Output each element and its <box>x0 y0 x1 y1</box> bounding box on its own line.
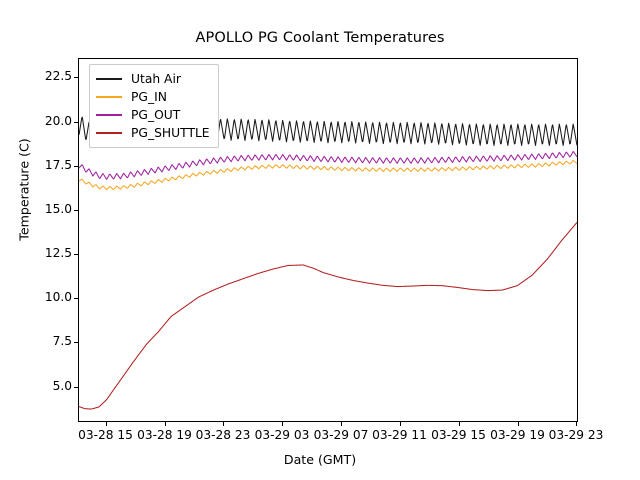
series-line-pg-in <box>79 159 577 191</box>
y-axis-tick-label: 15.0 <box>44 201 72 216</box>
legend-swatch-icon <box>96 96 122 98</box>
y-axis-tick-mark <box>74 342 78 344</box>
chart-legend: Utah Air PG_IN PG_OUT PG_SHUTTLE <box>89 64 219 148</box>
legend-label: PG_IN <box>131 90 167 104</box>
y-axis-tick-mark <box>74 298 78 300</box>
legend-label: PG_OUT <box>131 108 181 122</box>
x-axis-tick-mark <box>576 422 577 426</box>
y-axis-tick-label: 20.0 <box>44 113 72 128</box>
legend-item-utah-air: Utah Air <box>96 70 210 88</box>
x-axis-tick-label: 03-29 07 <box>313 428 369 442</box>
x-axis-tick-mark <box>223 422 224 426</box>
legend-swatch-icon <box>96 114 122 116</box>
x-axis-tick-label: 03-29 11 <box>372 428 427 442</box>
y-axis-tick-label: 22.5 <box>44 69 72 84</box>
x-axis-tick-label: 03-29 15 <box>431 428 486 442</box>
x-axis-tick-mark <box>282 422 283 426</box>
x-axis-tick-label: 03-29 03 <box>254 428 310 442</box>
y-axis-tick-mark <box>74 165 78 167</box>
y-axis-tick-mark <box>74 209 78 211</box>
x-axis-tick-mark <box>341 422 342 426</box>
series-line-pg-shuttle <box>79 222 577 410</box>
y-axis-tick-label: 17.5 <box>44 157 72 172</box>
y-axis-tick-label: 5.0 <box>52 378 72 393</box>
y-axis-tick-mark <box>74 386 78 388</box>
x-axis-tick-label: 03-28 19 <box>137 428 192 442</box>
chart-title: APOLLO PG Coolant Temperatures <box>195 30 445 46</box>
legend-item-pg-shuttle: PG_SHUTTLE <box>96 124 210 142</box>
legend-swatch-icon <box>96 78 122 80</box>
x-axis-tick-mark <box>105 422 107 426</box>
x-axis-tick-label: 03-28 15 <box>78 428 133 442</box>
x-axis-tick-label: 03-29 23 <box>548 428 604 442</box>
x-axis-tick-label: 03-29 19 <box>490 428 545 442</box>
y-axis-tick-label: 10.0 <box>44 290 72 305</box>
x-axis-tick-mark <box>164 422 166 426</box>
x-axis-tick-mark <box>517 422 519 426</box>
legend-label: PG_SHUTTLE <box>131 126 210 140</box>
y-axis-tick-label: 7.5 <box>52 334 72 349</box>
legend-label: Utah Air <box>131 72 181 86</box>
legend-swatch-icon <box>96 132 122 134</box>
x-axis-label: Date (GMT) <box>283 452 357 467</box>
x-axis-tick-mark <box>399 422 401 426</box>
legend-item-pg-out: PG_OUT <box>96 106 210 124</box>
y-axis-tick-label: 12.5 <box>44 246 72 261</box>
legend-item-pg-in: PG_IN <box>96 88 210 106</box>
x-axis-tick-label: 03-28 23 <box>195 428 251 442</box>
y-axis-tick-mark <box>74 121 78 123</box>
series-line-pg-out <box>79 150 577 180</box>
y-axis-tick-labels: 5.0 7.5 10.0 12.5 15.0 17.5 20.0 22.5 <box>14 0 72 480</box>
y-axis-tick-mark <box>74 77 78 79</box>
y-axis-tick-mark <box>74 254 78 256</box>
x-axis-tick-mark <box>458 422 460 426</box>
